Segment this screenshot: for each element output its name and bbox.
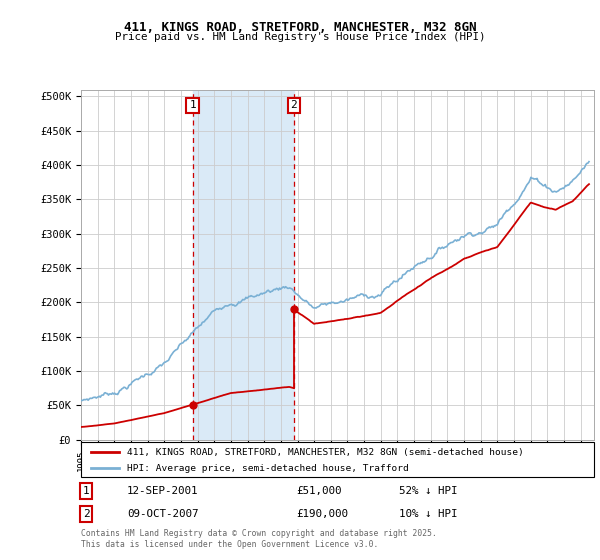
Text: HPI: Average price, semi-detached house, Trafford: HPI: Average price, semi-detached house,… [127, 464, 409, 473]
Text: £51,000: £51,000 [296, 486, 342, 496]
Text: Price paid vs. HM Land Registry's House Price Index (HPI): Price paid vs. HM Land Registry's House … [115, 32, 485, 43]
Text: 52% ↓ HPI: 52% ↓ HPI [399, 486, 458, 496]
Text: 12-SEP-2001: 12-SEP-2001 [127, 486, 199, 496]
Text: 1: 1 [83, 486, 89, 496]
Text: 1: 1 [189, 100, 196, 110]
Text: Contains HM Land Registry data © Crown copyright and database right 2025.
This d: Contains HM Land Registry data © Crown c… [81, 529, 437, 549]
Text: 411, KINGS ROAD, STRETFORD, MANCHESTER, M32 8GN: 411, KINGS ROAD, STRETFORD, MANCHESTER, … [124, 21, 476, 34]
Text: 2: 2 [83, 509, 89, 519]
FancyBboxPatch shape [81, 442, 594, 477]
Text: 09-OCT-2007: 09-OCT-2007 [127, 509, 199, 519]
Text: £190,000: £190,000 [296, 509, 349, 519]
Text: 2: 2 [290, 100, 297, 110]
Bar [193, 90, 294, 440]
Text: 10% ↓ HPI: 10% ↓ HPI [399, 509, 458, 519]
Text: 411, KINGS ROAD, STRETFORD, MANCHESTER, M32 8GN (semi-detached house): 411, KINGS ROAD, STRETFORD, MANCHESTER, … [127, 447, 524, 456]
